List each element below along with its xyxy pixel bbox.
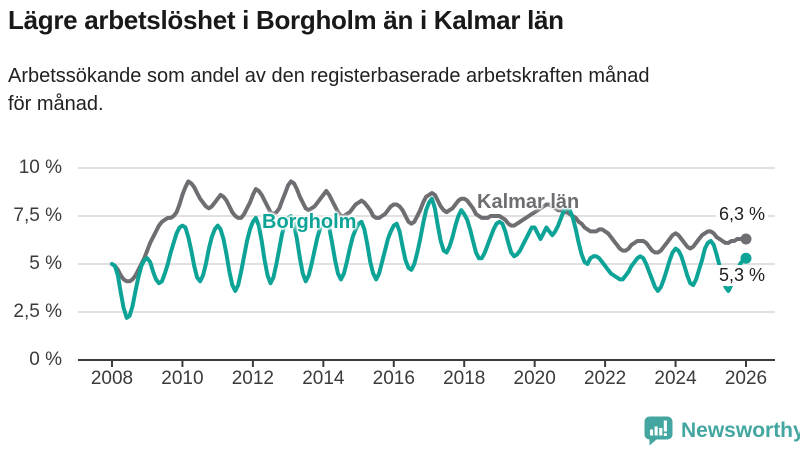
x-tick-label: 2016 <box>372 368 415 389</box>
series-label-borgholm: Borgholm <box>262 211 357 233</box>
x-tick-label: 2010 <box>161 368 204 389</box>
x-tick-label: 2022 <box>583 368 627 389</box>
newsworthy-logo: Newsworthy <box>643 415 800 446</box>
x-tick-label: 2020 <box>513 368 556 389</box>
end-dot-borgholm <box>740 252 752 264</box>
y-tick-label: 5 % <box>29 253 62 274</box>
x-tick-label: 2014 <box>302 368 345 389</box>
series-label-kalmar-lan: Kalmar län <box>477 191 580 213</box>
end-dot-kalmar-l-n <box>740 233 752 245</box>
page-title: Lägre arbetslöshet i Borgholm än i Kalma… <box>8 5 564 35</box>
x-tick-label: 2026 <box>724 368 768 389</box>
subtitle-line-1: Arbetssökande som andel av den registerb… <box>8 65 650 87</box>
x-tick-label: 2012 <box>231 368 275 389</box>
end-value-label-kalmar: 6,3 % <box>716 204 769 225</box>
bar-chart-speech-bubble-icon <box>644 416 673 446</box>
y-tick-label: 0 % <box>29 349 62 370</box>
y-tick-label: 2,5 % <box>13 301 62 322</box>
x-tick-label: 2008 <box>90 368 134 389</box>
line-kalmar-l-n <box>110 179 748 284</box>
subtitle-line-2: för månad. <box>8 93 104 115</box>
y-tick-label: 10 % <box>18 157 62 178</box>
y-tick-label: 7,5 % <box>13 205 62 226</box>
x-tick-label: 2024 <box>654 368 697 389</box>
end-value-label-borgholm: 5,3 % <box>716 265 769 286</box>
line-borgholm <box>110 196 748 320</box>
brand-name: Newsworthy <box>681 418 800 442</box>
x-tick-label: 2018 <box>443 368 486 389</box>
chart-subtitle: Arbetssökande som andel av den registerb… <box>8 62 788 118</box>
